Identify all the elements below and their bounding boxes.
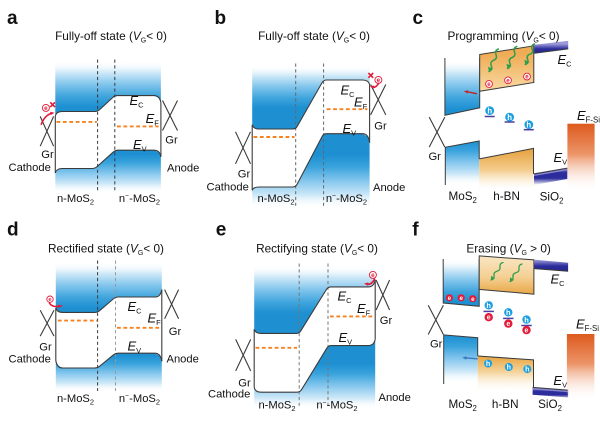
svg-text:Rectifying state (VG< 0): Rectifying state (VG< 0) bbox=[256, 242, 378, 257]
svg-text:n−-MoS2: n−-MoS2 bbox=[326, 193, 367, 207]
svg-text:a: a bbox=[7, 8, 18, 29]
svg-text:Programming (VG< 0): Programming (VG< 0) bbox=[448, 29, 560, 44]
svg-text:e: e bbox=[487, 315, 491, 322]
svg-text:h: h bbox=[507, 113, 512, 122]
svg-text:Anode: Anode bbox=[167, 353, 199, 365]
svg-text:n−-MoS2: n−-MoS2 bbox=[119, 193, 160, 207]
svg-text:f: f bbox=[412, 220, 419, 241]
svg-text:e: e bbox=[506, 77, 510, 84]
svg-text:c: c bbox=[413, 8, 424, 29]
svg-text:h-BN: h-BN bbox=[493, 190, 520, 203]
svg-text:Gr: Gr bbox=[380, 315, 393, 327]
svg-text:Erasing (VG > 0): Erasing (VG > 0) bbox=[466, 242, 551, 257]
svg-text:SiO2: SiO2 bbox=[538, 398, 562, 413]
svg-text:h: h bbox=[525, 365, 529, 374]
svg-text:e: e bbox=[448, 295, 452, 302]
svg-text:e: e bbox=[525, 328, 529, 335]
svg-text:n-MoS2: n-MoS2 bbox=[57, 393, 94, 407]
svg-text:Cathode: Cathode bbox=[9, 162, 51, 174]
svg-text:e: e bbox=[471, 296, 475, 303]
svg-text:Anode: Anode bbox=[167, 163, 199, 175]
svg-text:e: e bbox=[44, 105, 48, 112]
svg-text:e: e bbox=[216, 220, 227, 241]
svg-text:Cathode: Cathode bbox=[208, 389, 250, 401]
svg-text:MoS2: MoS2 bbox=[449, 398, 477, 413]
svg-text:h: h bbox=[487, 106, 492, 115]
svg-text:SiO2: SiO2 bbox=[540, 191, 564, 206]
svg-text:Fully-off state (VG< 0): Fully-off state (VG< 0) bbox=[55, 29, 167, 44]
svg-text:Anode: Anode bbox=[379, 392, 411, 404]
svg-text:Gr: Gr bbox=[430, 339, 443, 351]
svg-text:h: h bbox=[507, 363, 511, 372]
svg-text:Fully-off state (VG< 0): Fully-off state (VG< 0) bbox=[258, 29, 370, 44]
svg-text:Gr: Gr bbox=[238, 378, 251, 390]
svg-text:Cathode: Cathode bbox=[207, 182, 249, 194]
svg-text:h: h bbox=[524, 315, 529, 324]
svg-text:h: h bbox=[486, 301, 491, 310]
svg-text:n-MoS2: n-MoS2 bbox=[257, 193, 294, 207]
svg-text:n−-MoS2: n−-MoS2 bbox=[119, 393, 160, 407]
svg-text:e: e bbox=[525, 74, 529, 81]
svg-text:Gr: Gr bbox=[39, 342, 52, 354]
svg-text:Rectified state (VG< 0): Rectified state (VG< 0) bbox=[48, 242, 164, 257]
svg-text:Cathode: Cathode bbox=[9, 354, 51, 366]
svg-text:e: e bbox=[506, 321, 510, 328]
svg-text:h: h bbox=[486, 359, 490, 368]
svg-text:h: h bbox=[506, 308, 511, 317]
svg-text:b: b bbox=[215, 8, 227, 29]
svg-text:n-MoS2: n-MoS2 bbox=[258, 400, 295, 414]
svg-text:Gr: Gr bbox=[41, 149, 54, 161]
svg-text:Gr: Gr bbox=[169, 326, 182, 338]
svg-text:d: d bbox=[7, 220, 19, 241]
svg-text:Gr: Gr bbox=[238, 169, 251, 181]
svg-text:e: e bbox=[459, 295, 463, 302]
svg-text:h-BN: h-BN bbox=[492, 398, 519, 411]
svg-text:e: e bbox=[487, 81, 491, 88]
svg-text:n-MoS2: n-MoS2 bbox=[57, 193, 94, 207]
svg-text:Gr: Gr bbox=[428, 151, 441, 163]
svg-text:h: h bbox=[526, 120, 531, 129]
svg-text:e: e bbox=[371, 272, 375, 279]
svg-text:e: e bbox=[377, 77, 381, 84]
svg-text:n−-MoS2: n−-MoS2 bbox=[316, 400, 357, 414]
svg-text:e: e bbox=[48, 297, 52, 303]
svg-text:Gr: Gr bbox=[165, 135, 178, 147]
svg-text:MoS2: MoS2 bbox=[449, 190, 477, 205]
svg-text:Gr: Gr bbox=[374, 121, 387, 133]
svg-text:Anode: Anode bbox=[373, 182, 405, 194]
